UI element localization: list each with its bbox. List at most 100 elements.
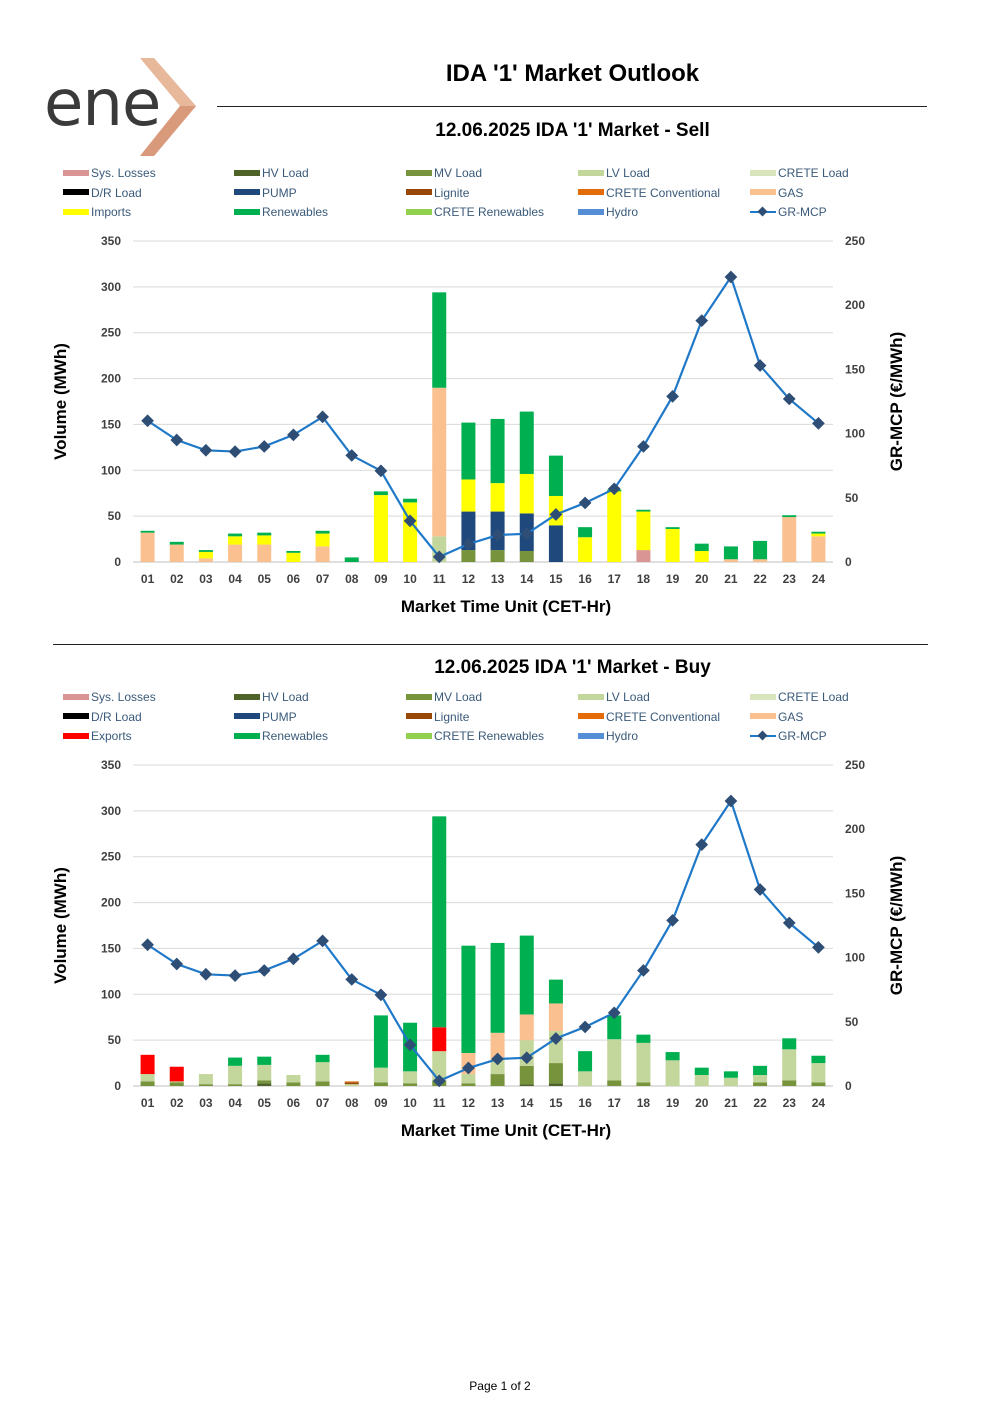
buy-bar-lignite-08	[344, 1082, 359, 1085]
legend-label: D/R Load	[91, 185, 142, 200]
buy-mcp-point-03	[199, 967, 213, 981]
legend-item-lignite: Lignite	[406, 185, 469, 201]
y-tick-label: 250	[101, 326, 121, 340]
sell-bar-pump-15	[548, 525, 563, 562]
buy-bar-mv-load-01	[140, 1081, 155, 1086]
x-tick-label: 07	[316, 1096, 330, 1110]
buy-bar-lv-load-01	[140, 1074, 155, 1082]
header-divider	[217, 106, 927, 107]
y2-tick-label: 200	[845, 822, 865, 836]
y-tick-label: 0	[114, 1079, 121, 1093]
x-tick-label: 02	[170, 572, 184, 586]
legend-item-crete-renewables: CRETE Renewables	[406, 204, 544, 220]
legend-label: PUMP	[262, 185, 297, 200]
sell-mcp-point-07	[316, 410, 329, 424]
x-tick-label: 17	[608, 572, 622, 586]
x-tick-label: 09	[374, 1096, 388, 1110]
x-tick-label: 16	[578, 1096, 592, 1110]
buy-bar-renewables-15	[548, 979, 563, 1004]
legend-item-hv-load: HV Load	[234, 689, 309, 705]
buy-bar-lv-load-06	[286, 1074, 301, 1083]
sell-bar-imports-06	[286, 552, 301, 562]
y-tick-label: 50	[108, 1033, 122, 1047]
sell-bar-renewables-08	[344, 557, 359, 562]
buy-bar-gas-13	[490, 1032, 505, 1061]
x-tick-label: 10	[403, 1096, 417, 1110]
x-tick-label: 22	[753, 572, 767, 586]
buy-bar-renewables-16	[578, 1051, 593, 1072]
sell-bar-imports-24	[811, 533, 826, 537]
legend-swatch	[750, 206, 776, 218]
sell-bar-renewables-19	[665, 527, 680, 529]
buy-bar-mv-load-22	[753, 1082, 768, 1086]
buy-bar-mv-load-12	[461, 1083, 476, 1086]
legend-swatch	[406, 732, 432, 739]
sell-bar-renewables-10	[403, 498, 418, 503]
buy-mcp-point-05	[257, 964, 271, 977]
sell-bar-imports-10	[403, 502, 418, 562]
sell-bar-mv-load-14	[519, 550, 534, 562]
legend-item-mv-load: MV Load	[406, 689, 482, 705]
x-tick-label: 15	[549, 1096, 563, 1110]
legend-item-lv-load: LV Load	[578, 689, 650, 705]
sell-bar-gas-11	[432, 387, 447, 537]
sell-mcp-point-09	[374, 464, 388, 478]
buy-bar-mv-load-04	[228, 1084, 243, 1086]
buy-mcp-point-16	[578, 1020, 592, 1034]
buy-bar-renewables-20	[694, 1067, 709, 1075]
legend-swatch	[578, 713, 604, 720]
buy-bar-mv-load-24	[811, 1082, 826, 1086]
y-tick-label: 50	[108, 509, 122, 523]
sell-bar-imports-04	[228, 536, 243, 545]
page-number: Page 1 of 2	[469, 1379, 531, 1393]
legend-label: GAS	[778, 185, 804, 200]
legend-item-lignite: Lignite	[406, 709, 469, 725]
sell-mcp-point-05	[257, 440, 271, 453]
buy-bar-renewables-05	[257, 1056, 272, 1065]
sell-bar-renewables-09	[373, 491, 388, 496]
buy-mcp-point-19	[666, 914, 679, 927]
legend-swatch	[750, 730, 776, 742]
sell-bar-mv-load-13	[490, 550, 505, 562]
legend-swatch	[406, 169, 432, 176]
legend-swatch	[578, 169, 604, 176]
sell-bar-imports-14	[519, 473, 534, 514]
x-tick-label: 21	[724, 1096, 738, 1110]
x-tick-label: 24	[812, 1096, 826, 1110]
buy-bar-exports-01	[140, 1054, 155, 1075]
x-tick-label: 03	[199, 572, 213, 586]
legend-swatch	[406, 693, 432, 700]
x-tick-label: 08	[345, 572, 359, 586]
legend-label: Lignite	[434, 185, 470, 200]
buy-mcp-point-20	[695, 838, 709, 851]
legend-item-sys-losses: Sys. Losses	[63, 165, 156, 181]
y-tick-label: 300	[101, 280, 121, 294]
legend-item-imports: Imports	[63, 204, 131, 220]
logo-chevron-icon	[140, 58, 196, 156]
sell-bar-gas-05	[257, 544, 272, 562]
x-tick-label: 08	[345, 1096, 359, 1110]
buy-bar-lv-load-02	[169, 1081, 184, 1083]
sell-bar-imports-20	[694, 550, 709, 562]
buy-bar-renewables-11	[432, 816, 447, 1028]
buy-bar-renewables-13	[490, 942, 505, 1033]
sell-bar-gas-24	[811, 536, 826, 562]
legend-label: LV Load	[606, 689, 650, 704]
legend-swatch	[234, 693, 260, 700]
y-tick-label: 250	[101, 850, 121, 864]
sell-bar-gas-01	[140, 532, 155, 562]
legend-swatch	[406, 189, 432, 196]
buy-bar-lv-load-13	[490, 1060, 505, 1075]
y2-axis-title: GR-MCP (€/MWh)	[887, 856, 906, 995]
buy-bar-renewables-04	[228, 1057, 243, 1066]
buy-bar-renewables-14	[519, 935, 534, 1015]
buy-bar-renewables-17	[607, 1015, 622, 1040]
legend-item-pump: PUMP	[234, 709, 297, 725]
y-axis-title: Volume (MWh)	[51, 867, 70, 984]
sell-bar-renewables-21	[723, 546, 738, 560]
legend-item-pump: PUMP	[234, 185, 297, 201]
sell-bar-gas-02	[169, 544, 184, 562]
buy-mcp-point-14	[520, 1051, 534, 1065]
